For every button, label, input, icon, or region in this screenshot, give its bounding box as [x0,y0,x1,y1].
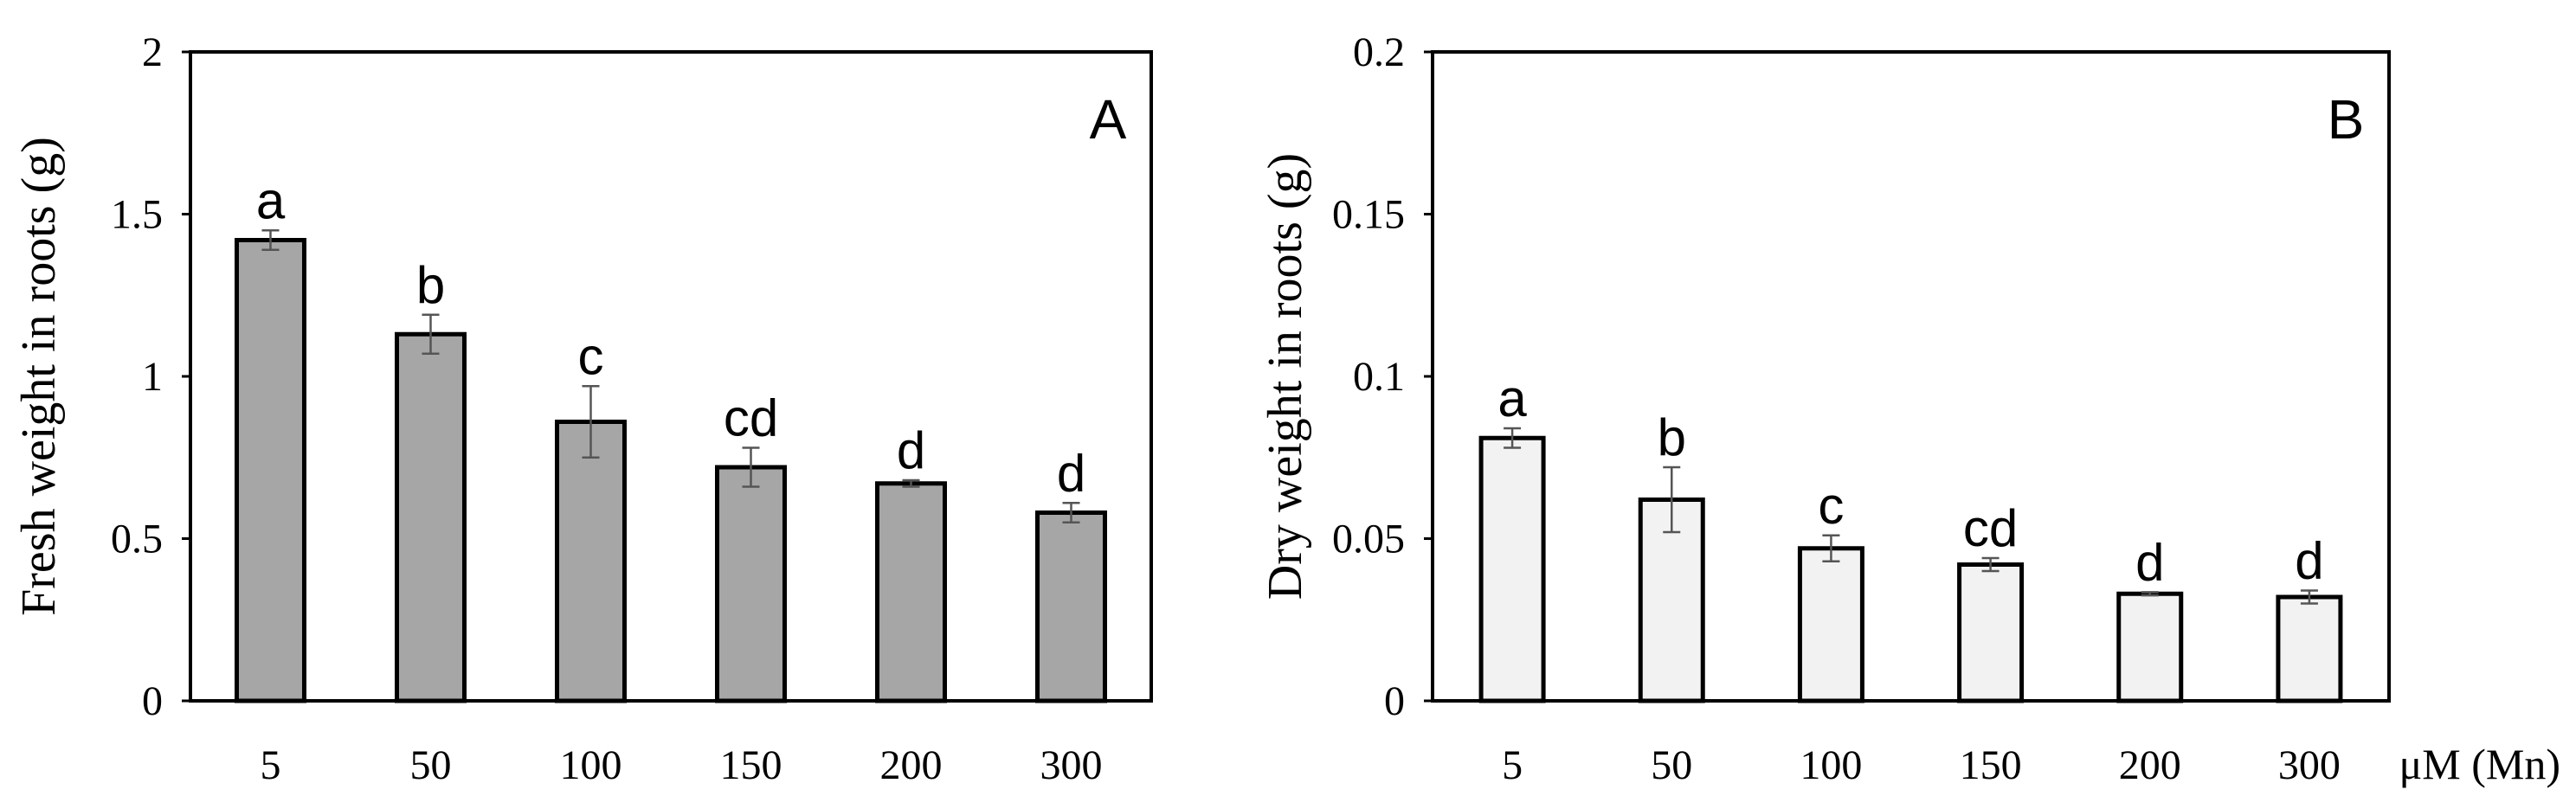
chart-panel-a: 0 0.5 1 1.5 2 Fresh weight in roots (g) Aa 5 b 50… [12,29,1153,788]
significance-label: b [416,256,445,314]
y-axis-label: Fresh weight in roots (g) [12,137,66,616]
plot-frame [189,50,1153,703]
y-tick-label: 1.5 [111,192,163,238]
y-tick-label: 0.1 [1353,354,1405,400]
significance-label: cd [1963,499,2018,557]
x-tick-label: 50 [410,742,452,788]
x-tick-label: 50 [1651,742,1692,788]
x-tick-label: 300 [1040,742,1103,788]
bar [875,481,947,703]
bar [1035,510,1107,703]
bar [555,420,627,703]
bar [235,238,306,703]
x-tick-label: 5 [261,742,281,788]
bar [395,331,467,703]
significance-label: b [1658,408,1686,466]
significance-label: c [578,327,604,385]
bar [1797,546,1864,703]
bar [715,465,787,703]
y-tick-label: 0 [1384,678,1405,724]
y-tick-label: 0.15 [1332,192,1405,238]
x-tick-label: 5 [1502,742,1523,788]
significance-label: a [256,171,286,229]
x-tick-label: 150 [720,742,782,788]
significance-label: d [1057,444,1085,502]
significance-label: cd [724,389,778,447]
x-axis-label: μM (Mn) [2399,740,2560,788]
y-tick-label: 1 [142,354,163,400]
x-tick-label: 200 [880,742,943,788]
y-tick-label: 0 [142,678,163,724]
y-tick-label: 0.05 [1332,517,1405,562]
y-tick-label: 0.2 [1353,29,1405,75]
significance-label: d [2295,532,2323,590]
x-tick-label: 300 [2278,742,2341,788]
significance-label: d [2135,533,2164,591]
x-tick-label: 200 [2119,742,2181,788]
significance-label: a [1497,369,1527,427]
y-tick-label: 2 [142,29,163,75]
panel-label: B [2328,88,2365,151]
bar [1478,435,1546,703]
x-tick-label: 150 [1960,742,2022,788]
y-axis-label: Dry weight in roots (g) [1259,153,1312,600]
significance-label: c [1818,477,1844,535]
x-tick-label: 100 [560,742,622,788]
plot-frame [1431,50,2391,703]
y-tick-label: 0.5 [111,517,163,562]
bar [1957,562,2025,703]
bar [2116,591,2184,703]
panel-label: A [1090,88,1127,151]
bar [2276,594,2343,703]
significance-label: d [897,421,925,479]
chart-panel-b: 0 0.05 0.1 0.15 0.2 Dry weight in roots (g) Ba… [1259,29,2560,788]
x-tick-label: 100 [1800,742,1862,788]
